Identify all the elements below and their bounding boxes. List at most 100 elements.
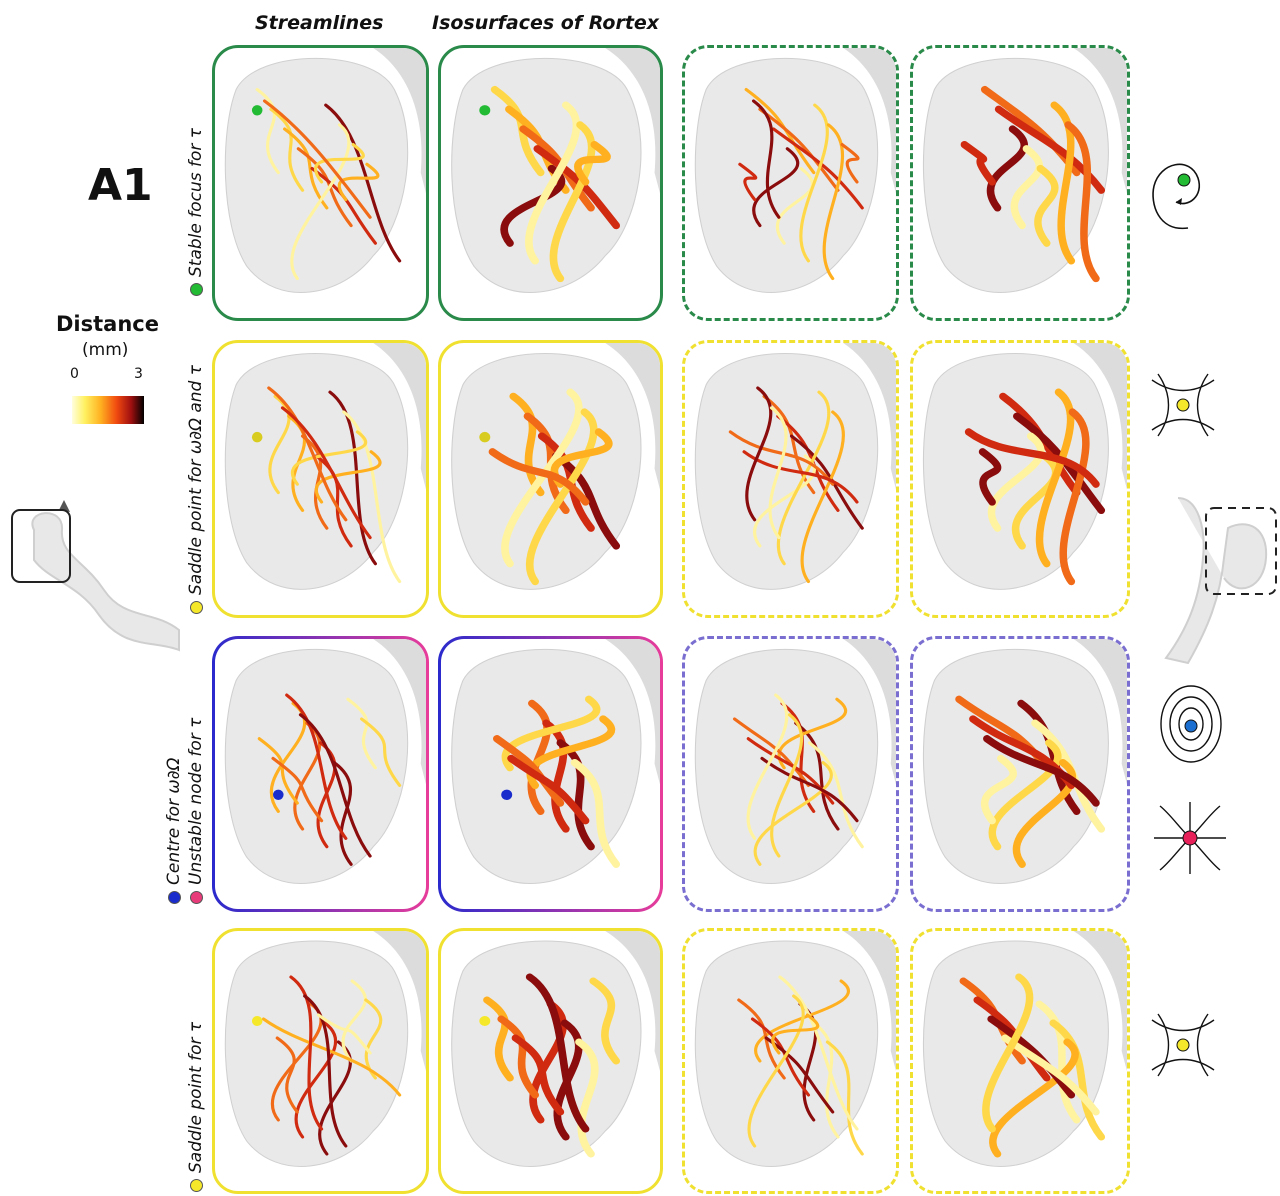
streamline xyxy=(298,713,372,858)
streamline xyxy=(768,406,788,540)
legend-tick-min: 0 xyxy=(70,366,79,382)
streamline xyxy=(742,450,859,504)
vessel-shape xyxy=(451,940,642,1167)
stable-focus-icon xyxy=(1148,148,1204,234)
streamline xyxy=(760,756,859,823)
marker-dot-yellow-2 xyxy=(189,1179,203,1192)
streamline xyxy=(316,1013,372,1055)
rortex-isosurface xyxy=(542,719,570,833)
visualization-panel-r4-c2 xyxy=(438,928,663,1194)
vessel-shape xyxy=(451,58,642,294)
rortex-isosurface xyxy=(501,695,601,772)
vessel-branch xyxy=(1073,48,1127,194)
streamline xyxy=(775,166,814,245)
rortex-isosurface xyxy=(483,996,514,1082)
row-label-3b-text: Unstable node for τ xyxy=(186,717,206,885)
vessel-thumbnail-right xyxy=(1148,488,1278,668)
rortex-isosurface xyxy=(981,754,1017,825)
rortex-isosurface xyxy=(589,977,621,1065)
centre-icon xyxy=(1156,682,1226,766)
rortex-isosurface xyxy=(978,448,1002,506)
vessel-branch xyxy=(605,639,660,785)
streamline xyxy=(794,721,840,831)
streamline xyxy=(269,107,305,192)
streamline xyxy=(738,162,758,202)
vessel-shape xyxy=(224,649,409,884)
streamline xyxy=(342,410,402,584)
row-label-4: Saddle point for τ xyxy=(186,1022,206,1192)
streamline xyxy=(314,143,365,184)
critical-point-marker xyxy=(479,431,491,443)
visualization-panel-r4-c4 xyxy=(910,928,1130,1194)
visualization-panel-r3-c4 xyxy=(910,636,1130,912)
rortex-isosurface xyxy=(1059,408,1090,586)
row-label-3a: Centre for ω∂Ω xyxy=(164,758,184,904)
streamline xyxy=(293,721,322,831)
vessel-branch xyxy=(373,343,426,490)
rortex-isosurface xyxy=(509,392,545,497)
streamline xyxy=(300,434,329,530)
streamline xyxy=(360,717,402,787)
rortex-isosurface xyxy=(983,735,1100,807)
visualization-panel-r3-c1 xyxy=(212,636,429,912)
rortex-isosurface xyxy=(1012,758,1076,868)
rortex-isosurface xyxy=(1001,1034,1100,1116)
vessel-shape xyxy=(224,353,409,590)
streamline xyxy=(267,386,348,522)
rortex-isosurface xyxy=(511,1034,565,1116)
rortex-isosurface xyxy=(987,432,1045,532)
streamline xyxy=(294,1021,338,1139)
vessel-branch xyxy=(605,343,660,490)
row-label-2: Saddle point for ω∂Ω and τ xyxy=(186,365,206,614)
streamline xyxy=(840,143,860,184)
row-label-4-text: Saddle point for τ xyxy=(186,1021,206,1173)
vessel-branch xyxy=(843,931,896,1071)
streamline xyxy=(285,693,348,840)
visualization-panel-r4-c3 xyxy=(682,928,899,1194)
streamline xyxy=(341,979,367,1063)
rortex-isosurface xyxy=(987,1015,1076,1099)
rortex-isosurface xyxy=(556,739,595,851)
vessel-branch xyxy=(1073,931,1127,1071)
column-header-streamlines: Streamlines xyxy=(255,12,384,34)
vessel-shape xyxy=(224,940,409,1167)
streamline xyxy=(758,107,840,192)
streamline xyxy=(770,713,804,858)
streamline xyxy=(289,975,324,1131)
streamline xyxy=(771,1013,820,1055)
critical-point-marker xyxy=(251,431,263,443)
rortex-isosurface xyxy=(488,448,590,506)
rortex-isosurface xyxy=(1011,452,1060,550)
streamline xyxy=(271,756,324,823)
critical-point-marker xyxy=(273,789,284,800)
rortex-isosurface xyxy=(1017,699,1081,816)
streamline xyxy=(337,162,380,202)
visualization-panel-r2-c4 xyxy=(910,340,1130,618)
vessel-branch xyxy=(843,639,896,785)
streamline xyxy=(364,998,383,1080)
marker-dot-blue xyxy=(167,891,181,904)
visualization-panel-r3-c2 xyxy=(438,636,663,912)
streamline xyxy=(328,390,377,566)
rortex-isosurface xyxy=(1064,121,1100,283)
streamline xyxy=(263,99,372,219)
critical-point-marker xyxy=(251,1016,263,1026)
rortex-isosurface xyxy=(493,735,565,807)
vessel-thumbnail-left xyxy=(4,500,194,660)
rortex-isosurface xyxy=(552,452,621,550)
rortex-isosurface xyxy=(964,428,1100,488)
rortex-isosurface xyxy=(549,121,596,283)
vessel-branch xyxy=(605,931,660,1071)
streamline xyxy=(799,103,829,263)
rortex-isosurface xyxy=(1049,1019,1106,1141)
rortex-isosurface xyxy=(527,699,551,816)
rortex-isosurface xyxy=(1010,145,1044,230)
streamline xyxy=(290,123,351,281)
rortex-isosurface xyxy=(575,1038,599,1158)
rortex-isosurface xyxy=(982,973,1034,1133)
row-label-1-text: Stable focus for τ xyxy=(186,127,206,277)
vessel-shape xyxy=(922,58,1109,294)
row-label-3a-text: Centre for ω∂Ω xyxy=(164,757,184,885)
visualization-panel-r2-c2 xyxy=(438,340,663,618)
rortex-isosurface xyxy=(1035,388,1075,568)
